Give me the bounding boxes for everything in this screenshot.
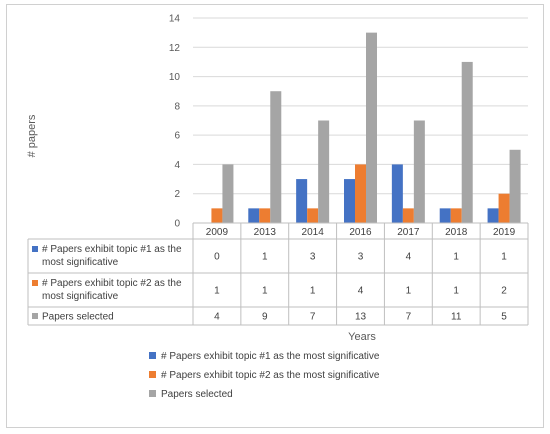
table-cell: 9 bbox=[262, 312, 268, 323]
x-tick-label: 2018 bbox=[445, 227, 468, 238]
table-row-label: # Papers exhibit topic #2 as the bbox=[42, 278, 182, 289]
x-tick-label: 2017 bbox=[397, 227, 420, 238]
bars bbox=[211, 32, 521, 224]
table-cell: 11 bbox=[451, 312, 462, 323]
table-cell: 2 bbox=[501, 286, 507, 297]
chart-frame bbox=[6, 4, 544, 428]
table-cell: 13 bbox=[355, 312, 367, 323]
table-cell: 0 bbox=[214, 252, 220, 263]
bar bbox=[259, 208, 271, 223]
table-cell: 3 bbox=[310, 252, 316, 263]
table-cell: 1 bbox=[310, 286, 316, 297]
table-cell: 1 bbox=[501, 252, 507, 263]
bar bbox=[509, 149, 521, 223]
y-tick-label: 4 bbox=[174, 160, 180, 171]
x-axis-title: Years bbox=[348, 331, 376, 343]
y-tick-label: 10 bbox=[169, 72, 181, 83]
x-tick-label: 2013 bbox=[254, 227, 277, 238]
table-row-label: most significative bbox=[42, 291, 119, 302]
y-tick-label: 14 bbox=[169, 14, 181, 25]
bar bbox=[391, 164, 403, 223]
legend-entry: Papers selected bbox=[161, 389, 233, 400]
legend-swatch bbox=[149, 352, 156, 359]
bar bbox=[318, 120, 330, 223]
data-table: 2009 2013 2014 2016 2017 2018 2019# Papers exh… bbox=[27, 222, 529, 326]
legend-swatch bbox=[149, 371, 156, 378]
legend-swatch bbox=[149, 390, 156, 397]
x-tick-label: 2014 bbox=[302, 227, 325, 238]
bar bbox=[413, 120, 425, 223]
y-axis-ticks: 0 2 4 6 8 10 12 14 bbox=[169, 14, 181, 230]
bar bbox=[296, 179, 308, 223]
table-legend-key bbox=[32, 313, 38, 319]
table-cell: 7 bbox=[406, 312, 412, 323]
y-axis-title: # papers bbox=[26, 114, 38, 157]
table-row-label: # Papers exhibit topic #1 as the bbox=[42, 244, 182, 255]
table-cell: 4 bbox=[214, 312, 220, 323]
table-row-label: most significative bbox=[42, 257, 119, 268]
bar bbox=[270, 91, 282, 223]
bar bbox=[307, 208, 319, 223]
x-tick-label: 2016 bbox=[349, 227, 372, 238]
table-row-label: Papers selected bbox=[42, 312, 114, 323]
bar bbox=[402, 208, 414, 223]
table-cell: 1 bbox=[453, 252, 459, 263]
y-tick-label: 0 bbox=[174, 219, 180, 230]
bar bbox=[487, 208, 499, 223]
y-tick-label: 2 bbox=[174, 189, 180, 200]
bar bbox=[355, 164, 366, 223]
table-cell: 3 bbox=[358, 252, 364, 263]
x-tick-label: 2009 bbox=[206, 227, 229, 238]
y-tick-label: 12 bbox=[169, 43, 181, 54]
bar bbox=[211, 208, 223, 223]
bar bbox=[439, 208, 451, 223]
table-cell: 1 bbox=[262, 286, 268, 297]
bar bbox=[450, 208, 462, 223]
bar bbox=[461, 61, 473, 223]
bar bbox=[498, 193, 510, 223]
table-cell: 4 bbox=[406, 252, 412, 263]
table-cell: 1 bbox=[214, 286, 220, 297]
table-cell: 1 bbox=[262, 252, 268, 263]
legend: # Papers exhibit topic #1 as the most si… bbox=[149, 351, 380, 400]
y-tick-label: 8 bbox=[174, 101, 180, 112]
bar bbox=[222, 164, 234, 223]
bar bbox=[366, 32, 377, 224]
table-cell: 5 bbox=[501, 312, 507, 323]
bar bbox=[344, 179, 355, 223]
table-cell: 1 bbox=[453, 286, 459, 297]
y-tick-label: 6 bbox=[174, 131, 180, 142]
legend-entry: # Papers exhibit topic #1 as the most si… bbox=[161, 351, 380, 362]
table-cell: 4 bbox=[358, 286, 364, 297]
table-cell: 1 bbox=[406, 286, 412, 297]
legend-entry: # Papers exhibit topic #2 as the most si… bbox=[161, 370, 380, 381]
table-legend-key bbox=[32, 246, 38, 252]
table-cell: 7 bbox=[310, 312, 316, 323]
x-tick-label: 2019 bbox=[493, 227, 516, 238]
bar bbox=[248, 208, 260, 223]
table-legend-key bbox=[32, 280, 38, 286]
